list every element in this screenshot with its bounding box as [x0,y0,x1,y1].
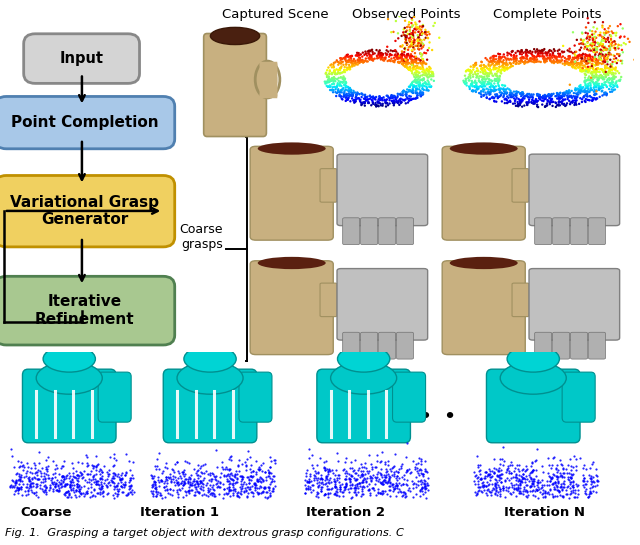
Text: Fig. 1.  Grasping a target object with dextrous grasp configurations. C: Fig. 1. Grasping a target object with de… [5,528,404,538]
Text: Coarse
grasps: Coarse grasps [179,223,223,251]
Text: •  •  •: • • • [396,408,456,426]
FancyBboxPatch shape [24,34,140,83]
Text: Captured Scene: Captured Scene [222,8,328,21]
Text: Variational Grasp
Generator: Variational Grasp Generator [10,195,159,227]
FancyBboxPatch shape [0,175,175,247]
Text: Point Completion: Point Completion [11,115,159,130]
FancyBboxPatch shape [0,96,175,149]
Text: Iteration N: Iteration N [504,506,584,519]
Text: Observed Points: Observed Points [352,8,461,21]
Text: Iteration 1: Iteration 1 [140,506,219,519]
Text: Iteration 2: Iteration 2 [306,506,385,519]
Text: Input: Input [60,51,104,66]
FancyBboxPatch shape [0,276,175,345]
Text: Iterative
Refinement: Iterative Refinement [35,294,134,327]
Text: Coarse: Coarse [20,506,72,519]
Text: Complete Points: Complete Points [493,8,602,21]
